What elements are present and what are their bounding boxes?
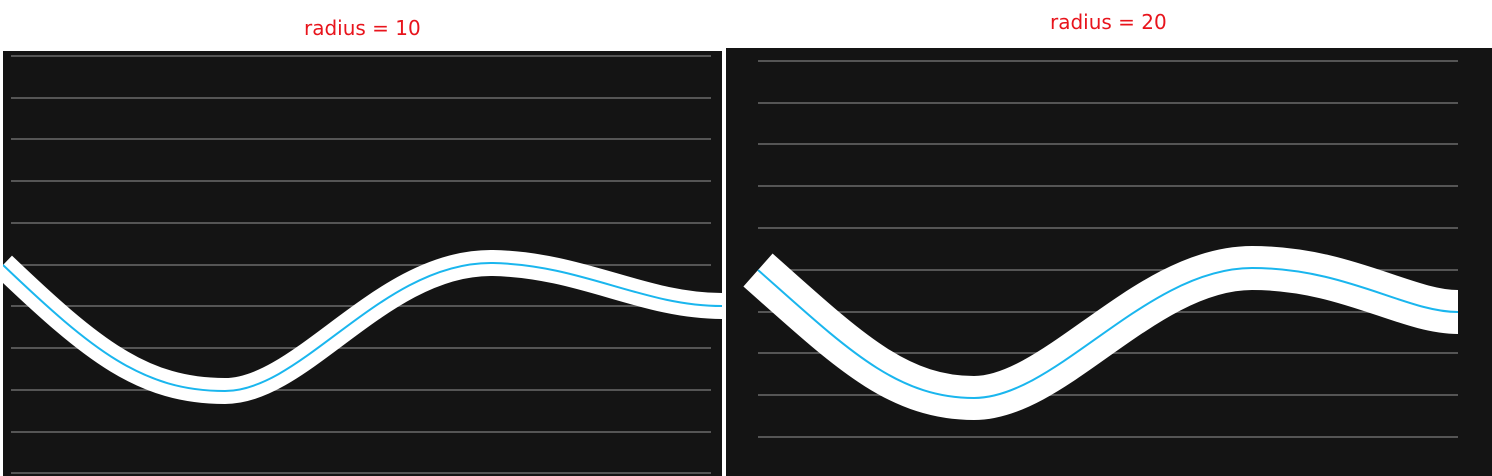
curve-canvas-radius-20 <box>743 60 1460 438</box>
glow-band <box>3 249 722 404</box>
gridlines <box>11 55 711 474</box>
panel-caption-radius-10: radius = 10 <box>304 16 421 40</box>
curve-line <box>3 261 722 393</box>
panel-caption-radius-20: radius = 20 <box>1050 10 1167 34</box>
curve-canvas-radius-10 <box>3 55 722 474</box>
curve-line <box>757 266 1459 400</box>
canvas-panel-radius-20 <box>726 48 1492 476</box>
glow-band <box>743 245 1460 421</box>
canvas-panel-radius-10 <box>3 51 722 476</box>
gridlines <box>758 60 1458 438</box>
